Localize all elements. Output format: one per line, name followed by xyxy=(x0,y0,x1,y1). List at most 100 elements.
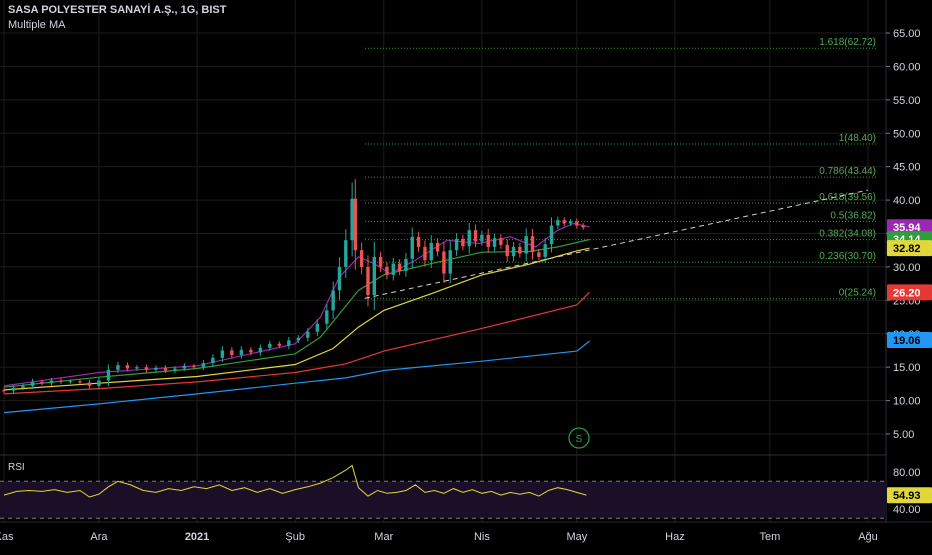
moving-average-line xyxy=(3,222,590,387)
candle-body xyxy=(562,220,566,224)
fib-level-label: 0.786(43.44) xyxy=(819,166,876,177)
candle-body xyxy=(537,252,541,257)
candle-body xyxy=(467,230,471,247)
candle-body xyxy=(499,238,503,245)
price-tick-label: 65.00 xyxy=(893,28,921,40)
candle-body xyxy=(480,234,484,242)
candle-body xyxy=(40,381,44,384)
candle-body xyxy=(220,350,225,358)
moving-averages xyxy=(3,222,590,414)
rsi-pane[interactable] xyxy=(0,464,886,519)
candle-body xyxy=(230,350,234,356)
price-badge-bg xyxy=(887,332,932,349)
candle-body xyxy=(211,357,215,364)
candle-body xyxy=(106,369,111,381)
candle-body xyxy=(116,365,120,370)
candle-body xyxy=(173,368,177,371)
candle-body xyxy=(192,365,196,368)
fib-level-label: 1.618(62.72) xyxy=(819,37,876,48)
price-badge-bg xyxy=(887,284,932,301)
candle-body xyxy=(366,266,370,295)
candle-body xyxy=(549,225,554,245)
price-tick-label: 5.00 xyxy=(893,429,914,441)
fib-level-label: 0.236(30.70) xyxy=(819,251,876,262)
candle-body xyxy=(201,363,206,368)
time-axis[interactable]: Kas Ara 2021 Şub Mar Nis May Haz Tem Ağu xyxy=(0,531,878,543)
candle-body xyxy=(423,246,427,261)
rsi-tick-label: 40.00 xyxy=(893,504,921,516)
moving-average-line xyxy=(3,247,590,391)
price-tick-label: 40.00 xyxy=(893,195,921,207)
candle-body xyxy=(486,234,490,247)
candle-body xyxy=(30,381,35,386)
indicator-name[interactable]: Multiple MA xyxy=(8,19,66,31)
candle-body xyxy=(429,242,433,261)
time-tick-label: Kas xyxy=(0,531,14,543)
price-tick-label: 45.00 xyxy=(893,162,921,174)
time-tick-label: Ağu xyxy=(858,531,878,543)
price-badge: 19.06 xyxy=(893,335,921,347)
time-tick-label: 2021 xyxy=(185,531,209,543)
candle-body xyxy=(530,236,535,253)
candle-body xyxy=(461,238,465,247)
fib-level-label: 0.382(34.08) xyxy=(819,229,876,240)
candle-body xyxy=(2,389,6,392)
rsi-title[interactable]: RSI xyxy=(8,462,25,473)
time-tick-label: Ara xyxy=(90,531,108,543)
candle-body xyxy=(306,331,310,338)
candle-body xyxy=(59,380,63,382)
trendline[interactable] xyxy=(364,189,869,299)
fib-level-label: 0.618(39.56) xyxy=(819,192,876,203)
candle-body xyxy=(125,365,130,369)
candle-body xyxy=(397,263,402,271)
fibonacci-retracement[interactable]: 1.618(62.72) 1(48.40) 0.786(43.44) 0.618(39… xyxy=(365,37,876,300)
candle-body xyxy=(416,236,421,247)
candle-body xyxy=(163,367,168,371)
candle-body xyxy=(391,263,395,275)
candle-body xyxy=(239,349,244,356)
candle-body xyxy=(49,380,54,384)
candle-body xyxy=(473,230,478,242)
candle-body xyxy=(68,381,73,383)
candle-body xyxy=(581,225,585,228)
price-badge-bg xyxy=(887,219,932,236)
candle-body xyxy=(287,340,291,346)
candle-body xyxy=(268,343,272,348)
candle-body xyxy=(492,238,497,247)
candle-body xyxy=(315,323,320,332)
price-tick-label: 60.00 xyxy=(893,61,921,73)
time-tick-label: Nis xyxy=(474,531,490,543)
candle-body xyxy=(277,343,282,346)
candle-body xyxy=(182,365,187,369)
candle-body xyxy=(11,387,16,391)
symbol-title[interactable]: SASA POLYESTER SANAYİ A.Ş., 1G, BIST xyxy=(8,4,227,16)
tradingview-logo: S xyxy=(568,427,590,449)
candle-body xyxy=(524,236,528,254)
candle-body xyxy=(385,266,389,275)
time-tick-label: Mar xyxy=(374,531,393,543)
rsi-line xyxy=(3,464,587,498)
candle-body xyxy=(337,266,342,291)
candle-body xyxy=(353,198,357,251)
price-badge: 35.94 xyxy=(893,222,921,234)
rsi-value-badge: 54.93 xyxy=(893,490,921,502)
candle-body xyxy=(518,246,522,254)
rsi-tick-label: 80.00 xyxy=(893,467,921,479)
fib-level-label: 1(48.40) xyxy=(839,133,876,144)
price-badge: 26.20 xyxy=(893,287,921,299)
candle-body xyxy=(543,244,547,257)
candle-body xyxy=(325,310,329,324)
candle-body xyxy=(87,382,92,386)
candle-body xyxy=(21,385,25,388)
moving-average-line xyxy=(3,238,590,388)
candle-body xyxy=(505,244,509,257)
candle-body xyxy=(135,367,139,369)
price-tick-label: 50.00 xyxy=(893,128,921,140)
price-tick-label: 15.00 xyxy=(893,362,921,374)
fib-level-label: 0.5(36.82) xyxy=(830,210,876,221)
candle-body xyxy=(410,236,414,259)
